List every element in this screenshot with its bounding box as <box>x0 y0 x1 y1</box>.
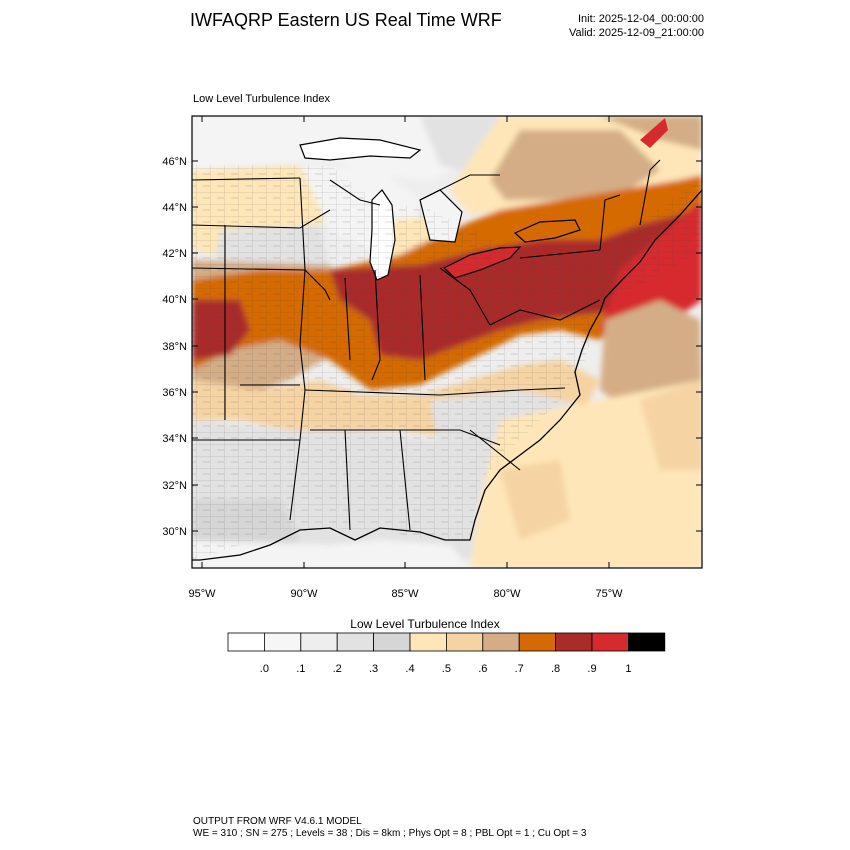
legend-swatch <box>628 632 666 652</box>
legend-tick-label: .5 <box>441 663 451 675</box>
panel-title: Low Level Turbulence Index <box>193 93 330 105</box>
lat-tick-label: 32°N <box>162 480 187 492</box>
footer-model-line: OUTPUT FROM WRF V4.6.1 MODEL <box>193 816 362 827</box>
lat-tick-label: 34°N <box>162 433 187 445</box>
legend-tick-label: 1 <box>625 663 632 675</box>
legend-tick-label: .8 <box>551 663 561 675</box>
lat-tick-label: 36°N <box>162 387 187 399</box>
legend-tick-label: .2 <box>332 663 342 675</box>
legend-tick-label: .1 <box>296 663 306 675</box>
lat-tick-label: 44°N <box>162 202 187 214</box>
legend-colorbar <box>227 632 666 652</box>
lon-tick-label: 75°W <box>595 588 623 600</box>
lat-tick-label: 40°N <box>162 294 187 306</box>
legend-swatch <box>591 632 629 652</box>
legend-swatch <box>373 632 411 652</box>
map-frame <box>191 115 703 569</box>
legend-swatch <box>482 632 520 652</box>
legend-swatch <box>518 632 557 652</box>
legend-tick-label: .4 <box>405 663 415 675</box>
legend-tick-label: .0 <box>259 663 269 675</box>
footer-config-line: WE = 310 ; SN = 275 ; Levels = 38 ; Dis … <box>193 828 587 839</box>
legend-swatch <box>555 632 593 652</box>
legend-swatch <box>263 632 302 652</box>
legend-tick-label: .9 <box>587 663 597 675</box>
legend-title: Low Level Turbulence Index <box>350 617 500 631</box>
lat-tick-label: 38°N <box>162 341 187 353</box>
valid-time: Valid: 2025-12-09_21:00:00 <box>569 27 704 39</box>
lake-superior <box>299 137 422 161</box>
map-field <box>192 116 702 568</box>
map-title: IWFAQRP Eastern US Real Time WRF <box>190 10 502 30</box>
legend-swatch <box>300 632 338 652</box>
legend-swatch <box>227 632 265 652</box>
init-time: Init: 2025-12-04_00:00:00 <box>578 13 704 25</box>
lat-tick-label: 30°N <box>162 526 187 538</box>
lon-tick-label: 80°W <box>493 588 521 600</box>
lat-tick-label: 42°N <box>162 248 187 260</box>
legend-swatch <box>336 632 375 652</box>
legend-tick-label: .7 <box>514 663 524 675</box>
legend-tick-label: .3 <box>369 663 379 675</box>
lon-tick-label: 85°W <box>391 588 419 600</box>
lat-tick-label: 46°N <box>162 156 187 168</box>
lon-tick-label: 90°W <box>290 588 318 600</box>
legend-tick-label: .6 <box>478 663 488 675</box>
legend-swatch <box>445 632 484 652</box>
lake-ontario <box>513 219 581 243</box>
legend-swatch <box>409 632 447 652</box>
lon-tick-label: 95°W <box>188 588 216 600</box>
